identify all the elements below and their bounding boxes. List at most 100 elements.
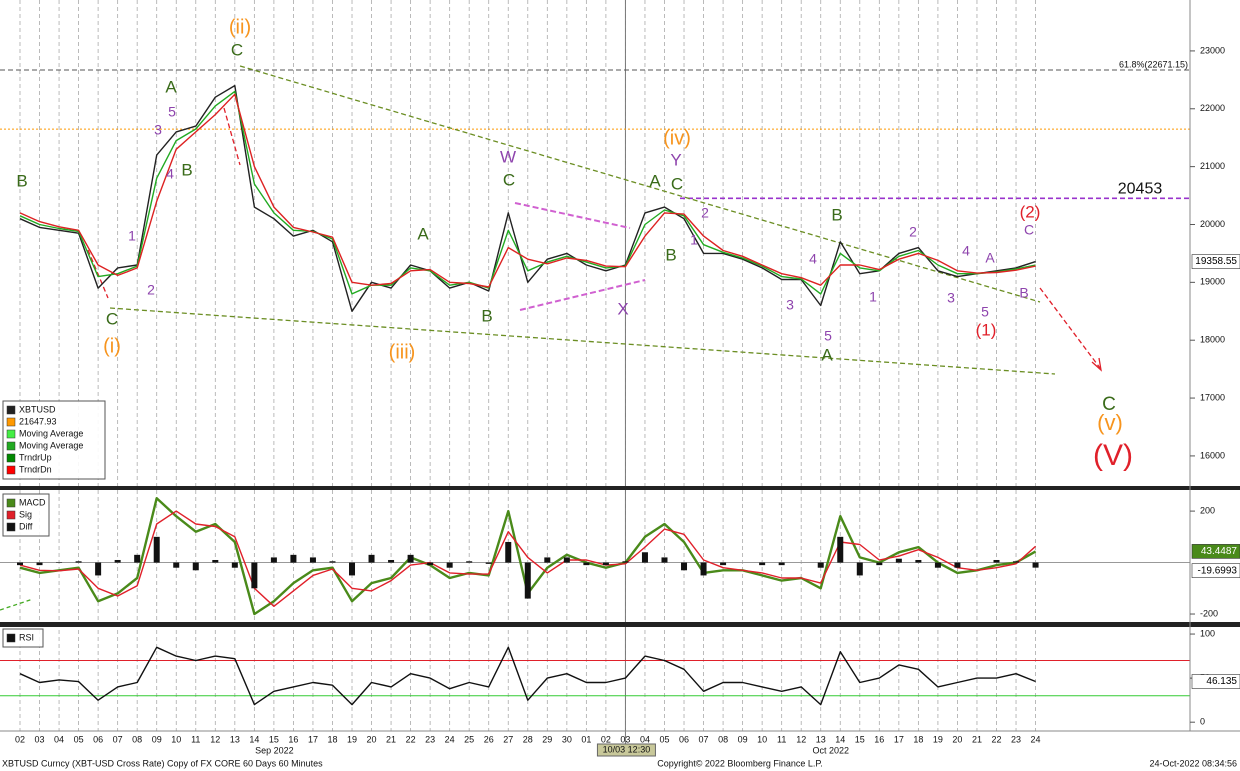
wave-label: A [417, 224, 429, 243]
legend: XBTUSD 21647.93 Moving Average Moving Avera… [2, 400, 106, 480]
x-tick-label: 13 [816, 734, 826, 744]
x-tick-label: 15 [855, 734, 865, 744]
diff-bar [505, 541, 512, 563]
x-tick-label: 28 [523, 734, 533, 744]
diff-bar [641, 552, 648, 563]
legend-box [2, 400, 106, 480]
wave-label: 5 [981, 304, 989, 320]
diff-bar [114, 559, 121, 563]
x-tick-label: 18 [913, 734, 923, 744]
diff-bar [173, 562, 180, 568]
diff-bar [1032, 562, 1039, 568]
y-tick-label: 23000 [1200, 45, 1225, 55]
x-tick-label: 11 [191, 734, 200, 744]
grid [0, 0, 1190, 745]
wave-label: A [985, 250, 995, 266]
wave-label: 2 [909, 224, 917, 240]
wave-label: 4 [166, 166, 174, 182]
x-tick-label: 21 [972, 734, 982, 744]
diff-bar [622, 561, 629, 563]
legend-label: Diff [19, 521, 33, 531]
x-tick-label: 01 [581, 734, 591, 744]
diff-bar [134, 554, 141, 563]
diff-bar [95, 562, 102, 576]
y-tick-label: 16000 [1200, 450, 1225, 460]
diff-bar [192, 562, 199, 571]
legend-swatch [6, 417, 16, 427]
x-group-label: Sep 2022 [255, 745, 294, 755]
x-tick-label: 08 [718, 734, 728, 744]
wave-label: (2) [1020, 202, 1041, 221]
wave-label: 3 [786, 297, 794, 313]
arrow-line [87, 249, 109, 299]
legend-swatch [6, 453, 16, 463]
diff-bar [817, 562, 824, 568]
legend-label: Moving Average [19, 428, 83, 438]
diff-bar [934, 562, 941, 568]
arrow-line [1039, 287, 1101, 369]
x-tick-label: 04 [640, 734, 650, 744]
x-tick-label: 20 [367, 734, 377, 744]
x-tick-label: 03 [35, 734, 45, 744]
series-line [19, 93, 1036, 288]
diff-bar [212, 559, 219, 563]
wave-label: B [481, 306, 492, 325]
x-tick-label: 14 [835, 734, 845, 744]
diff-bar [759, 562, 766, 566]
diff-bar [915, 559, 922, 563]
diff-bar [602, 562, 609, 566]
legend-swatch [6, 498, 16, 508]
wave-label: 5 [168, 104, 176, 120]
wave-label: A [821, 345, 833, 364]
x-tick-label: 05 [659, 734, 669, 744]
wave-label: W [500, 147, 516, 166]
diff-bar [290, 554, 297, 563]
plot [17, 84, 1039, 706]
wave-label: C [231, 40, 243, 59]
diff-bar [720, 562, 727, 566]
x-tick-label: 04 [54, 734, 64, 744]
diff-bar [700, 562, 707, 576]
legend-box [2, 628, 44, 648]
x-tick-label: 02 [601, 734, 611, 744]
x-tick-label: 17 [308, 734, 318, 744]
x-tick-label: 19 [933, 734, 943, 744]
wave-label: 4 [809, 251, 817, 267]
arrow-line [223, 107, 241, 166]
x-tick-label: 27 [503, 734, 513, 744]
y-tick-label: 18000 [1200, 335, 1225, 345]
arrow-head [1091, 357, 1102, 372]
legend-swatch [6, 465, 16, 475]
footer-center: Copyright© 2022 Bloomberg Finance L.P. [657, 758, 823, 768]
diff-bar [446, 562, 453, 568]
trend-lines [0, 65, 1102, 611]
legend-swatch [6, 429, 16, 439]
cursor-label: 10/03 12:30 [603, 744, 651, 754]
diff-bar [75, 561, 82, 563]
wave-label: 1 [128, 228, 136, 244]
diff-bar [251, 562, 258, 589]
footer-left: XBTUSD Curncy (XBT-USD Cross Rate) Copy … [2, 758, 323, 768]
y-tick-label: 20000 [1200, 219, 1225, 229]
wave-label: A [165, 77, 177, 96]
x-tick-label: 18 [327, 734, 337, 744]
diff-bar [524, 562, 531, 599]
cursor-box [596, 743, 656, 757]
x-tick-label: 12 [796, 734, 806, 744]
x-tick-label: 16 [874, 734, 884, 744]
diff-bar [993, 559, 1000, 563]
wave-label: 5 [824, 328, 832, 344]
x-tick-label: 10 [757, 734, 767, 744]
diff-bar [856, 562, 863, 576]
wave-label: A [649, 171, 661, 190]
y-tick-label: 17000 [1200, 392, 1225, 402]
wave-label: X [617, 299, 628, 318]
x-tick-label: 10 [171, 734, 181, 744]
wave-label: (i) [103, 335, 121, 357]
x-tick-label: 29 [542, 734, 552, 744]
x-tick-label: 22 [991, 734, 1001, 744]
legend-swatch [6, 522, 16, 532]
wave-label: 2 [701, 205, 709, 221]
diff-bar [954, 562, 961, 568]
diff-bar [427, 562, 434, 566]
